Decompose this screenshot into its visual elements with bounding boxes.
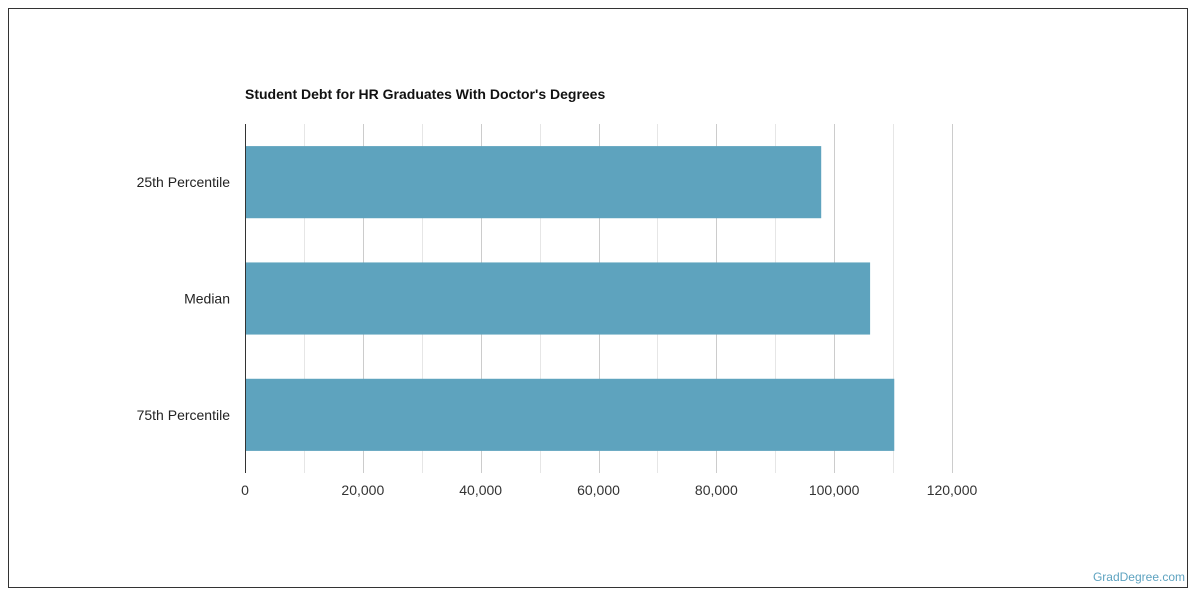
watermark: GradDegree.com <box>1092 570 1185 584</box>
category-label: Median <box>184 291 230 307</box>
x-tick-labels: 0 20,000 40,000 60,000 80,000 100,000 120,000 <box>241 482 977 498</box>
category-label: 75th Percentile <box>137 407 231 423</box>
x-tick-label: 100,000 <box>809 482 860 498</box>
x-tick-label: 120,000 <box>927 482 978 498</box>
bar-layer <box>245 146 895 451</box>
x-tick-label: 0 <box>241 482 249 498</box>
x-tick-label: 40,000 <box>459 482 502 498</box>
category-label: 25th Percentile <box>137 174 231 190</box>
chart-title: Student Debt for HR Graduates With Docto… <box>245 86 606 102</box>
x-tick-label: 20,000 <box>341 482 384 498</box>
x-tick-label: 80,000 <box>695 482 738 498</box>
bar <box>245 378 895 451</box>
bar <box>245 262 871 335</box>
x-tick-label: 60,000 <box>577 482 620 498</box>
category-labels: 25th Percentile Median 75th Percentile <box>137 174 231 423</box>
bar <box>245 146 822 219</box>
